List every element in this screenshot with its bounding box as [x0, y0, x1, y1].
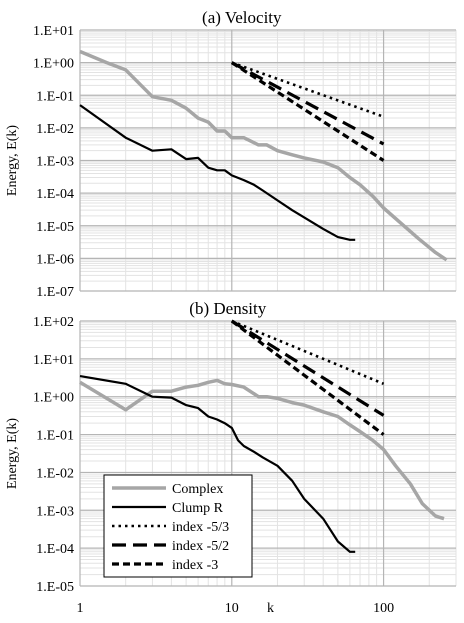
chart-title: (b) Density	[189, 299, 266, 318]
y-tick-label: 1.E-04	[36, 187, 74, 202]
legend-label-index-3: index -3	[172, 558, 218, 573]
x-tick-label: 100	[373, 601, 394, 616]
chart-panel-1: 1.E+01 1.E+00 1.E-01 1.E-02 1.E-03 1.E-04 1.E-…	[5, 8, 457, 300]
x-tick-label: 10	[225, 601, 239, 616]
series-line-clump-r	[79, 104, 356, 241]
legend-box	[103, 474, 253, 578]
y-tick-label: 1.E+01	[33, 353, 74, 368]
y-tick-label: 1.E-01	[36, 89, 74, 104]
y-tick-label: 1.E-01	[36, 429, 74, 444]
y-tick-label: 1.E-04	[36, 542, 74, 557]
series-line-index-5-3	[231, 319, 385, 386]
y-tick-label: 1.E-02	[36, 122, 74, 137]
y-tick-label: 1.E+00	[33, 391, 74, 406]
x-axis-label: k	[267, 601, 274, 616]
chart-title: (a) Velocity	[202, 8, 282, 27]
y-tick-label: 1.E+01	[33, 24, 74, 39]
y-tick-label: 1.E-05	[36, 580, 74, 595]
series-line-index-5-3	[231, 61, 385, 118]
x-tick-label: 1	[77, 601, 84, 616]
y-tick-label: 1.E+00	[33, 57, 74, 72]
y-tick-label: 1.E-03	[36, 504, 74, 519]
series-line-index-5-2	[231, 61, 385, 146]
legend-label-index-5-3: index -5/3	[172, 520, 229, 535]
y-axis-label: Energy, E(k)	[5, 418, 20, 489]
series-line-clump-r	[79, 375, 356, 553]
legend-label-index-5-2: index -5/2	[172, 539, 229, 554]
y-tick-label: 1.E-07	[36, 285, 74, 300]
legend-label-clump-r: Clump R	[172, 501, 224, 516]
series-line-complex	[79, 378, 445, 521]
series-line-index-5-2	[230, 319, 385, 417]
series-line-index-3	[230, 61, 385, 162]
legend: Complex Clump R index -5/3 index -5/2 index …	[103, 474, 253, 578]
y-tick-label: 1.E+02	[33, 315, 74, 330]
series-line-index-3	[230, 319, 385, 436]
y-axis-label: Energy, E(k)	[5, 125, 20, 196]
chart-panel-2: 1.E+02 1.E+01 1.E+00 1.E-01 1.E-02 1.E-03 1.E-…	[5, 299, 457, 616]
y-tick-label: 1.E-02	[36, 466, 74, 481]
series-line-complex	[79, 49, 448, 262]
y-tick-label: 1.E-06	[36, 252, 74, 267]
y-tick-label: 1.E-03	[36, 155, 74, 170]
legend-label-complex: Complex	[172, 482, 223, 497]
y-tick-label: 1.E-05	[36, 220, 74, 235]
